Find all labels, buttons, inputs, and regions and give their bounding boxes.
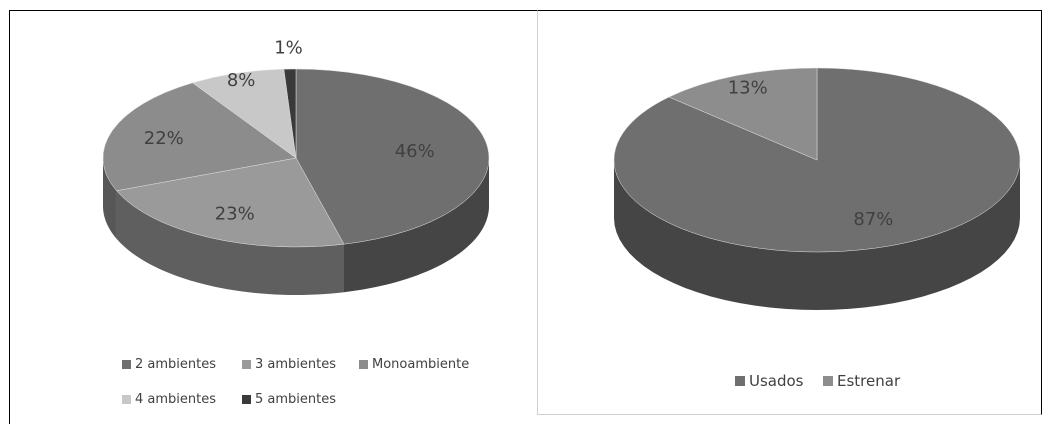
pie-slice [295,68,490,245]
legend-label: Monoambiente [372,357,470,372]
data-label: 1% [274,38,303,59]
legend-swatch [359,360,368,369]
pie-slice-side [344,158,489,293]
legend-ambientes: 2 ambientes 3 ambientes Monoambiente 4 a… [10,11,538,424]
legend-label: Estrenar [837,372,901,390]
legend-label: 4 ambientes [135,392,217,407]
legend-label: 5 ambientes [255,392,337,407]
legend-swatch [122,395,131,404]
legend-item-3-ambientes: 3 ambientes [242,357,336,372]
pie-slice-side [103,158,117,239]
legend-swatch [823,376,833,386]
legend-label: Usados [749,372,804,390]
chart-panel-left: 46% 23% 22% 8% 1% 2 ambientes 3 ambientes Mo… [9,10,538,424]
legend-estado: Usados Estrenar [538,11,1041,414]
legend-item-2-ambientes: 2 ambientes [122,357,216,372]
pie-slice [192,68,297,159]
pie-slice [283,68,297,159]
data-label: 23% [215,204,255,225]
pie-slice [668,67,818,161]
legend-item-monoambiente: Monoambiente [359,357,469,372]
legend-swatch [242,360,251,369]
legend-label: 3 ambientes [255,357,337,372]
data-label: 8% [227,70,256,91]
pie-slice-side [614,160,1020,310]
pie-chart-ambientes: 46% 23% 22% 8% 1% [102,38,490,295]
pie-slice [116,157,345,248]
pie-slice-side [116,190,344,295]
legend-swatch [122,360,131,369]
pie-slice [102,82,297,192]
legend-item-5-ambientes: 5 ambientes [242,392,336,407]
legend-label: 2 ambientes [135,357,217,372]
legend-swatch [735,376,745,386]
data-label: 46% [395,141,435,162]
data-label: 87% [853,209,893,230]
legend-swatch [242,395,251,404]
pie-chart-estado: 87% 13% [613,67,1021,310]
legend-item-estrenar: Estrenar [823,372,900,390]
legend-item-4-ambientes: 4 ambientes [122,392,216,407]
legend-item-usados: Usados [735,372,804,390]
data-label: 13% [728,77,768,98]
chart-panel-right: 87% 13% Usados Estrenar [537,10,1042,415]
data-label: 22% [144,128,184,149]
